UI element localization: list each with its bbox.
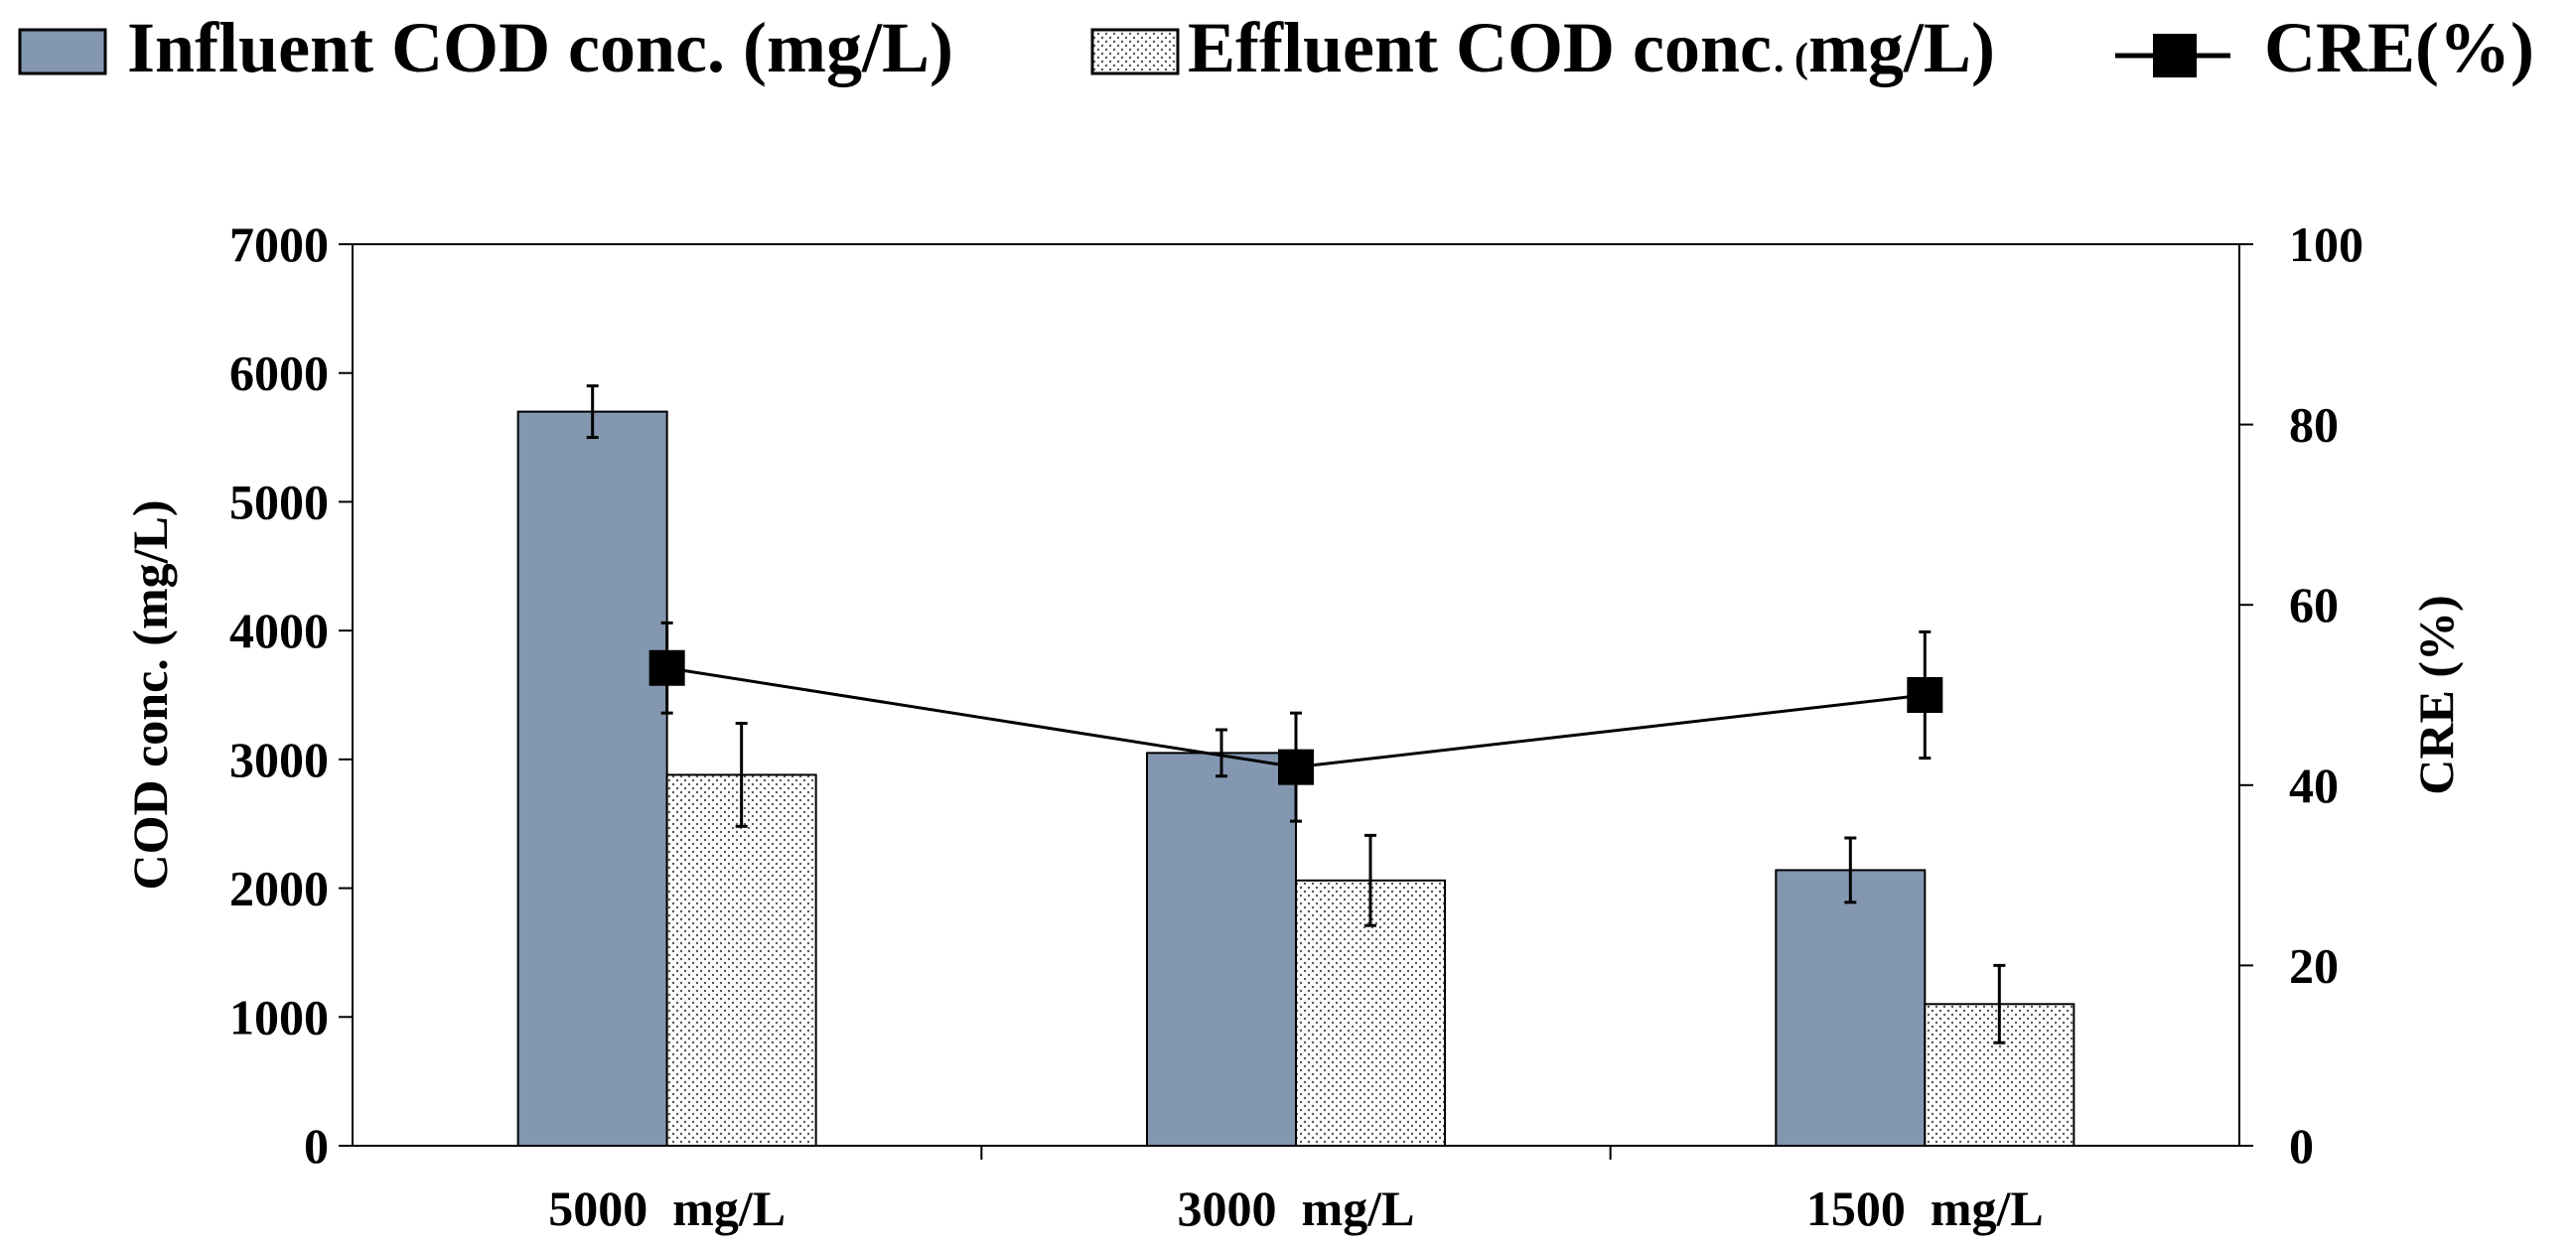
legend-label-effluent-part2: . ( xyxy=(1774,36,1808,81)
y-left-tick-label-2: 2000 xyxy=(229,861,329,916)
y-right-tick-label-5: 100 xyxy=(2289,216,2363,272)
bars xyxy=(516,384,2075,1147)
y-right-tick-label-0: 0 xyxy=(2289,1118,2314,1174)
y-axis-left: 0 1000 2000 3000 4000 5000 6000 7000 xyxy=(229,216,353,1174)
bar-influent-2 xyxy=(1775,869,1927,1147)
x-tick-label-0: 5000 mg/L xyxy=(548,1181,786,1236)
y-left-tick-label-1: 1000 xyxy=(229,989,329,1044)
cre-marker-1 xyxy=(1278,749,1314,785)
legend-label-influent: Influent COD conc. (mg/L) xyxy=(127,8,953,87)
cre-marker-2 xyxy=(1907,677,1943,713)
cre-series xyxy=(648,621,1943,823)
y-left-tick-label-6: 6000 xyxy=(229,346,329,401)
legend-swatch-influent xyxy=(18,28,107,75)
y-axis-right-title: CRE (%) xyxy=(2408,595,2464,794)
bar-influent-0 xyxy=(516,410,668,1147)
y-left-tick-label-3: 3000 xyxy=(229,732,329,787)
cre-marker-0 xyxy=(648,649,685,686)
legend-label-effluent-part1: Effluent COD conc xyxy=(1188,8,1772,87)
y-right-tick-label-3: 60 xyxy=(2289,577,2339,632)
legend-swatch-effluent xyxy=(1090,28,1180,75)
y-left-tick-label-4: 4000 xyxy=(229,603,329,658)
y-left-tick-label-7: 7000 xyxy=(229,216,329,272)
y-axis-left-title: COD conc. (mg/L) xyxy=(122,500,178,891)
y-right-tick-label-2: 40 xyxy=(2289,758,2339,813)
x-tick-label-2: 1500 mg/L xyxy=(1806,1181,2044,1236)
legend-label-effluent: Effluent COD conc. (mg/L) xyxy=(1188,8,1995,87)
y-left-tick-label-0: 0 xyxy=(304,1118,329,1174)
legend-marker-cre xyxy=(2153,34,2197,77)
y-right-tick-label-1: 20 xyxy=(2289,937,2339,993)
y-axis-right: 0 20 40 60 80 100 xyxy=(2239,216,2363,1174)
x-tick-label-1: 3000 mg/L xyxy=(1178,1181,1415,1236)
bar-influent-1 xyxy=(1146,752,1297,1147)
y-right-tick-label-4: 80 xyxy=(2289,397,2339,453)
x-axis: 5000 mg/L 3000 mg/L 1500 mg/L xyxy=(548,1146,2044,1236)
bar-effluent-0 xyxy=(665,773,817,1147)
legend-label-cre: CRE(%) xyxy=(2264,8,2534,87)
y-left-tick-label-5: 5000 xyxy=(229,474,329,529)
legend-label-effluent-part3: mg/L) xyxy=(1808,8,1995,87)
legend: Influent COD conc. (mg/L) Effluent COD c… xyxy=(18,8,2534,87)
